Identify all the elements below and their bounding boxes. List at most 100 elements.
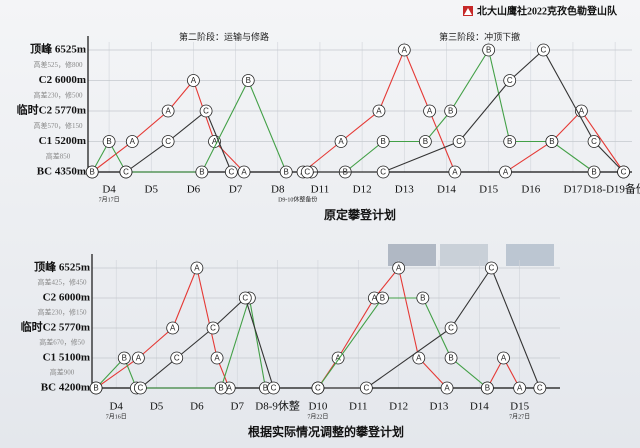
team-marker-label: B bbox=[485, 384, 490, 393]
y-tick-label: BC 4350m bbox=[37, 166, 86, 178]
team-marker-label: A bbox=[212, 137, 218, 146]
category-note: 7月22日 bbox=[307, 413, 328, 420]
team-marker bbox=[372, 104, 386, 118]
x-tick-label: D11 bbox=[349, 401, 368, 413]
team-marker-label: C bbox=[507, 76, 513, 85]
team-marker bbox=[241, 74, 255, 87]
team-marker bbox=[89, 381, 103, 395]
x-tick-label: D7 bbox=[231, 401, 245, 413]
team-marker bbox=[161, 135, 175, 148]
team-marker-label: A bbox=[372, 294, 378, 303]
team-marker-label: B bbox=[549, 137, 554, 146]
team-marker-label: B bbox=[486, 46, 491, 55]
team-marker bbox=[480, 381, 494, 395]
team-marker-label: C bbox=[380, 168, 386, 177]
team-marker-label: B bbox=[284, 168, 289, 177]
x-tick-label: D16 bbox=[521, 184, 540, 196]
team-marker-label: B bbox=[218, 384, 223, 393]
team-marker bbox=[587, 135, 601, 148]
gap-label: 高差670，修50 bbox=[39, 338, 85, 347]
team-marker bbox=[444, 321, 458, 335]
team-marker-label: A bbox=[402, 46, 408, 55]
team-line bbox=[91, 48, 625, 173]
phase-label: 第二阶段：运输与修路 bbox=[179, 31, 269, 42]
team-marker-label: A bbox=[214, 354, 220, 363]
team-marker-label: A bbox=[427, 107, 433, 116]
x-tick-label: D8 bbox=[271, 184, 285, 196]
team-marker-label: B bbox=[448, 107, 453, 116]
x-tick-label: D11 bbox=[311, 184, 330, 196]
photo bbox=[440, 244, 488, 266]
y-tick-label: 临时C2 5770m bbox=[17, 103, 86, 117]
photo bbox=[506, 244, 554, 266]
team-marker bbox=[311, 381, 325, 395]
team-marker-label: A bbox=[579, 107, 585, 116]
team-marker-label: B bbox=[263, 384, 268, 393]
category-note: 7月16日 bbox=[106, 413, 127, 420]
x-tick-label: D7 bbox=[229, 184, 243, 196]
team-marker bbox=[85, 165, 99, 179]
team-marker-label: C bbox=[363, 384, 369, 393]
team-marker-label: A bbox=[165, 107, 171, 116]
team-marker bbox=[418, 135, 432, 148]
team-marker-label: B bbox=[448, 354, 453, 363]
x-tick-label: D15 bbox=[479, 184, 498, 196]
logo-mark bbox=[464, 8, 472, 15]
team-marker-label: B bbox=[90, 168, 95, 177]
team-marker bbox=[444, 104, 458, 118]
team-marker bbox=[210, 351, 224, 365]
team-marker bbox=[119, 165, 133, 179]
team-marker bbox=[238, 291, 252, 305]
team-marker bbox=[482, 43, 496, 57]
team-marker bbox=[125, 135, 139, 148]
team-marker-label: C bbox=[591, 137, 597, 146]
gap-label: 高差570，修150 bbox=[34, 121, 83, 130]
x-tick-label: D10 bbox=[308, 401, 327, 413]
category-note: 7月27日 bbox=[509, 413, 530, 420]
team-marker-label: B bbox=[423, 137, 428, 146]
team-marker bbox=[166, 321, 180, 335]
team-marker-label: A bbox=[194, 264, 200, 273]
team-marker-label: B bbox=[380, 294, 385, 303]
team-marker bbox=[102, 135, 116, 148]
team-marker bbox=[444, 351, 458, 365]
team-marker-label: C bbox=[271, 384, 277, 393]
team-marker bbox=[161, 104, 175, 118]
team-marker bbox=[617, 165, 630, 179]
gap-label: 高差525，修800 bbox=[34, 60, 83, 69]
team-marker-label: B bbox=[122, 354, 127, 363]
team-marker-label: A bbox=[335, 354, 341, 363]
x-tick-label: D8-9休整 bbox=[255, 399, 300, 413]
team-marker bbox=[416, 291, 430, 305]
team-marker bbox=[376, 135, 390, 148]
team-marker bbox=[134, 381, 147, 395]
team-marker-label: B bbox=[246, 76, 251, 85]
team-marker bbox=[376, 165, 390, 179]
team-marker bbox=[187, 74, 200, 87]
team-marker-label: C bbox=[123, 168, 129, 177]
team-marker-label: A bbox=[130, 137, 136, 146]
team-marker-label: A bbox=[338, 137, 344, 146]
team-marker-label: C bbox=[456, 137, 462, 146]
team-marker bbox=[497, 351, 510, 365]
team-marker bbox=[452, 135, 466, 148]
team-marker bbox=[199, 104, 213, 118]
team-marker-label: A bbox=[517, 384, 523, 393]
team-marker-label: C bbox=[138, 384, 144, 393]
x-tick-label: D14 bbox=[437, 184, 456, 196]
team-marker-label: A bbox=[170, 324, 176, 333]
team-marker-label: C bbox=[165, 137, 171, 146]
team-marker bbox=[533, 381, 547, 395]
y-tick-label: C2 6000m bbox=[43, 292, 90, 304]
team-marker bbox=[224, 165, 238, 179]
gap-label: 高差850 bbox=[46, 151, 71, 160]
x-tick-label: D6 bbox=[190, 401, 204, 413]
team-marker-label: C bbox=[210, 324, 216, 333]
team-marker bbox=[423, 104, 436, 118]
y-tick-label: BC 4200m bbox=[41, 382, 90, 394]
team-marker bbox=[279, 165, 293, 179]
team-marker-label: A bbox=[376, 107, 382, 116]
team-marker-label: A bbox=[241, 168, 247, 177]
team-marker-label: C bbox=[541, 46, 547, 55]
